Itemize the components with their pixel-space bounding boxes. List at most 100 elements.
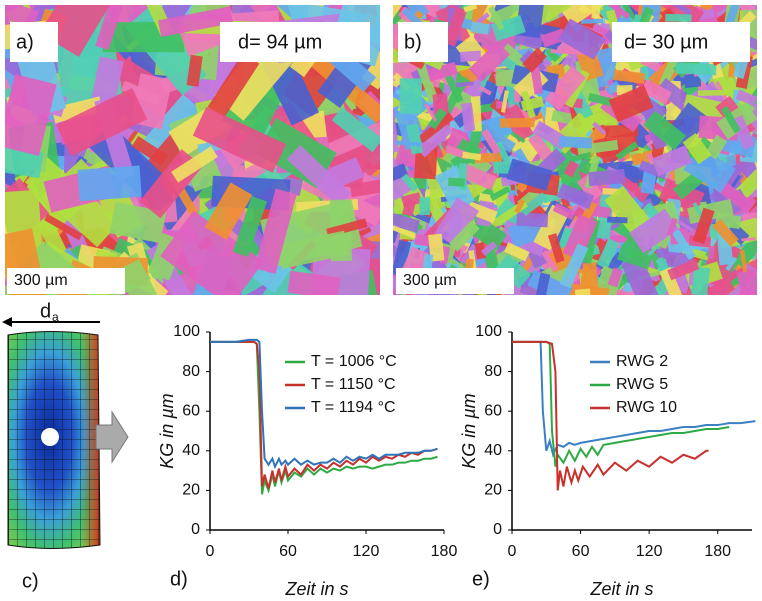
grain — [675, 62, 717, 76]
grain — [393, 228, 399, 244]
x-axis-label: Zeit in s — [284, 579, 348, 599]
grain — [580, 18, 604, 24]
grain — [510, 131, 526, 144]
grain — [401, 173, 419, 192]
grain — [629, 208, 679, 254]
x-axis-label: Zeit in s — [589, 579, 653, 599]
y-tick-label: 0 — [191, 521, 200, 538]
grain — [39, 5, 123, 57]
grain — [522, 47, 548, 73]
grain — [470, 21, 490, 35]
grain — [563, 160, 579, 178]
grain — [534, 272, 551, 295]
y-tick-label: 20 — [484, 482, 502, 499]
scale-bar: 300 µm — [403, 272, 457, 289]
grain — [426, 61, 458, 82]
grain — [192, 106, 287, 173]
grain — [462, 151, 482, 161]
grain — [692, 207, 715, 244]
grain — [715, 179, 755, 214]
grain — [665, 13, 692, 22]
y-tick-label: 40 — [484, 442, 502, 459]
grain — [708, 245, 715, 260]
legend-label: RWG 2 — [616, 353, 668, 370]
grain — [434, 165, 475, 212]
x-tick-label: 60 — [572, 543, 590, 560]
grain — [309, 246, 371, 295]
y-tick-label: 100 — [475, 323, 502, 340]
grain — [232, 196, 268, 257]
grain — [44, 213, 83, 241]
grain-size: d= 94 µm — [238, 31, 322, 53]
grain — [547, 233, 565, 264]
y-tick-label: 100 — [173, 323, 200, 340]
arrow-subscript: a — [52, 310, 59, 324]
grain — [116, 259, 159, 295]
grain — [109, 201, 167, 244]
y-tick-label: 60 — [484, 402, 502, 419]
grain — [476, 12, 490, 25]
grain — [416, 64, 439, 103]
grain — [601, 5, 631, 20]
grain — [393, 5, 408, 24]
grain — [620, 254, 659, 295]
grain — [725, 256, 738, 272]
grain — [287, 270, 341, 295]
grain — [494, 5, 528, 25]
grain — [443, 6, 468, 47]
grain — [588, 169, 626, 187]
grain — [425, 169, 447, 215]
legend-label: RWG 5 — [616, 376, 668, 393]
panel-label: e) — [472, 568, 490, 590]
grain — [331, 107, 380, 153]
grain — [480, 241, 498, 256]
grain — [158, 6, 234, 37]
grain — [393, 163, 409, 185]
grain — [617, 246, 653, 270]
grain — [723, 5, 743, 31]
grain — [478, 85, 492, 96]
grain-size: d= 30 µm — [624, 31, 708, 53]
grain — [514, 198, 526, 214]
x-tick-label: 180 — [431, 543, 458, 560]
grain — [605, 80, 622, 96]
grain — [502, 127, 542, 163]
grain — [459, 50, 482, 63]
grain — [95, 5, 134, 51]
grain — [667, 258, 700, 281]
x-tick-label: 120 — [353, 543, 380, 560]
grain — [560, 5, 609, 27]
grain — [703, 276, 736, 295]
grain — [670, 5, 693, 16]
grain — [607, 267, 624, 288]
grain — [416, 121, 453, 158]
panel-label: d) — [170, 568, 188, 590]
panel-label: b) — [404, 31, 422, 53]
series-line — [512, 340, 709, 491]
legend-label: T = 1006 °C — [311, 353, 397, 370]
grain — [735, 89, 757, 107]
grain — [682, 133, 712, 165]
grain — [527, 269, 573, 295]
x-tick-label: 60 — [279, 543, 297, 560]
y-tick-label: 60 — [182, 402, 200, 419]
grain — [449, 220, 480, 252]
grain — [651, 145, 693, 177]
grain — [558, 135, 593, 149]
grain — [276, 230, 350, 269]
grain — [592, 121, 607, 136]
grain — [254, 188, 297, 274]
grain — [458, 162, 498, 191]
grain — [731, 115, 755, 150]
grain — [729, 174, 741, 190]
grain — [615, 141, 639, 161]
grain — [393, 224, 419, 240]
x-tick-label: 180 — [704, 543, 731, 560]
grain — [720, 106, 741, 134]
grain — [640, 79, 672, 105]
grain — [608, 85, 654, 123]
x-tick-label: 120 — [636, 543, 663, 560]
grain — [474, 242, 487, 260]
grain — [540, 28, 567, 48]
panel-label: a) — [16, 31, 34, 53]
